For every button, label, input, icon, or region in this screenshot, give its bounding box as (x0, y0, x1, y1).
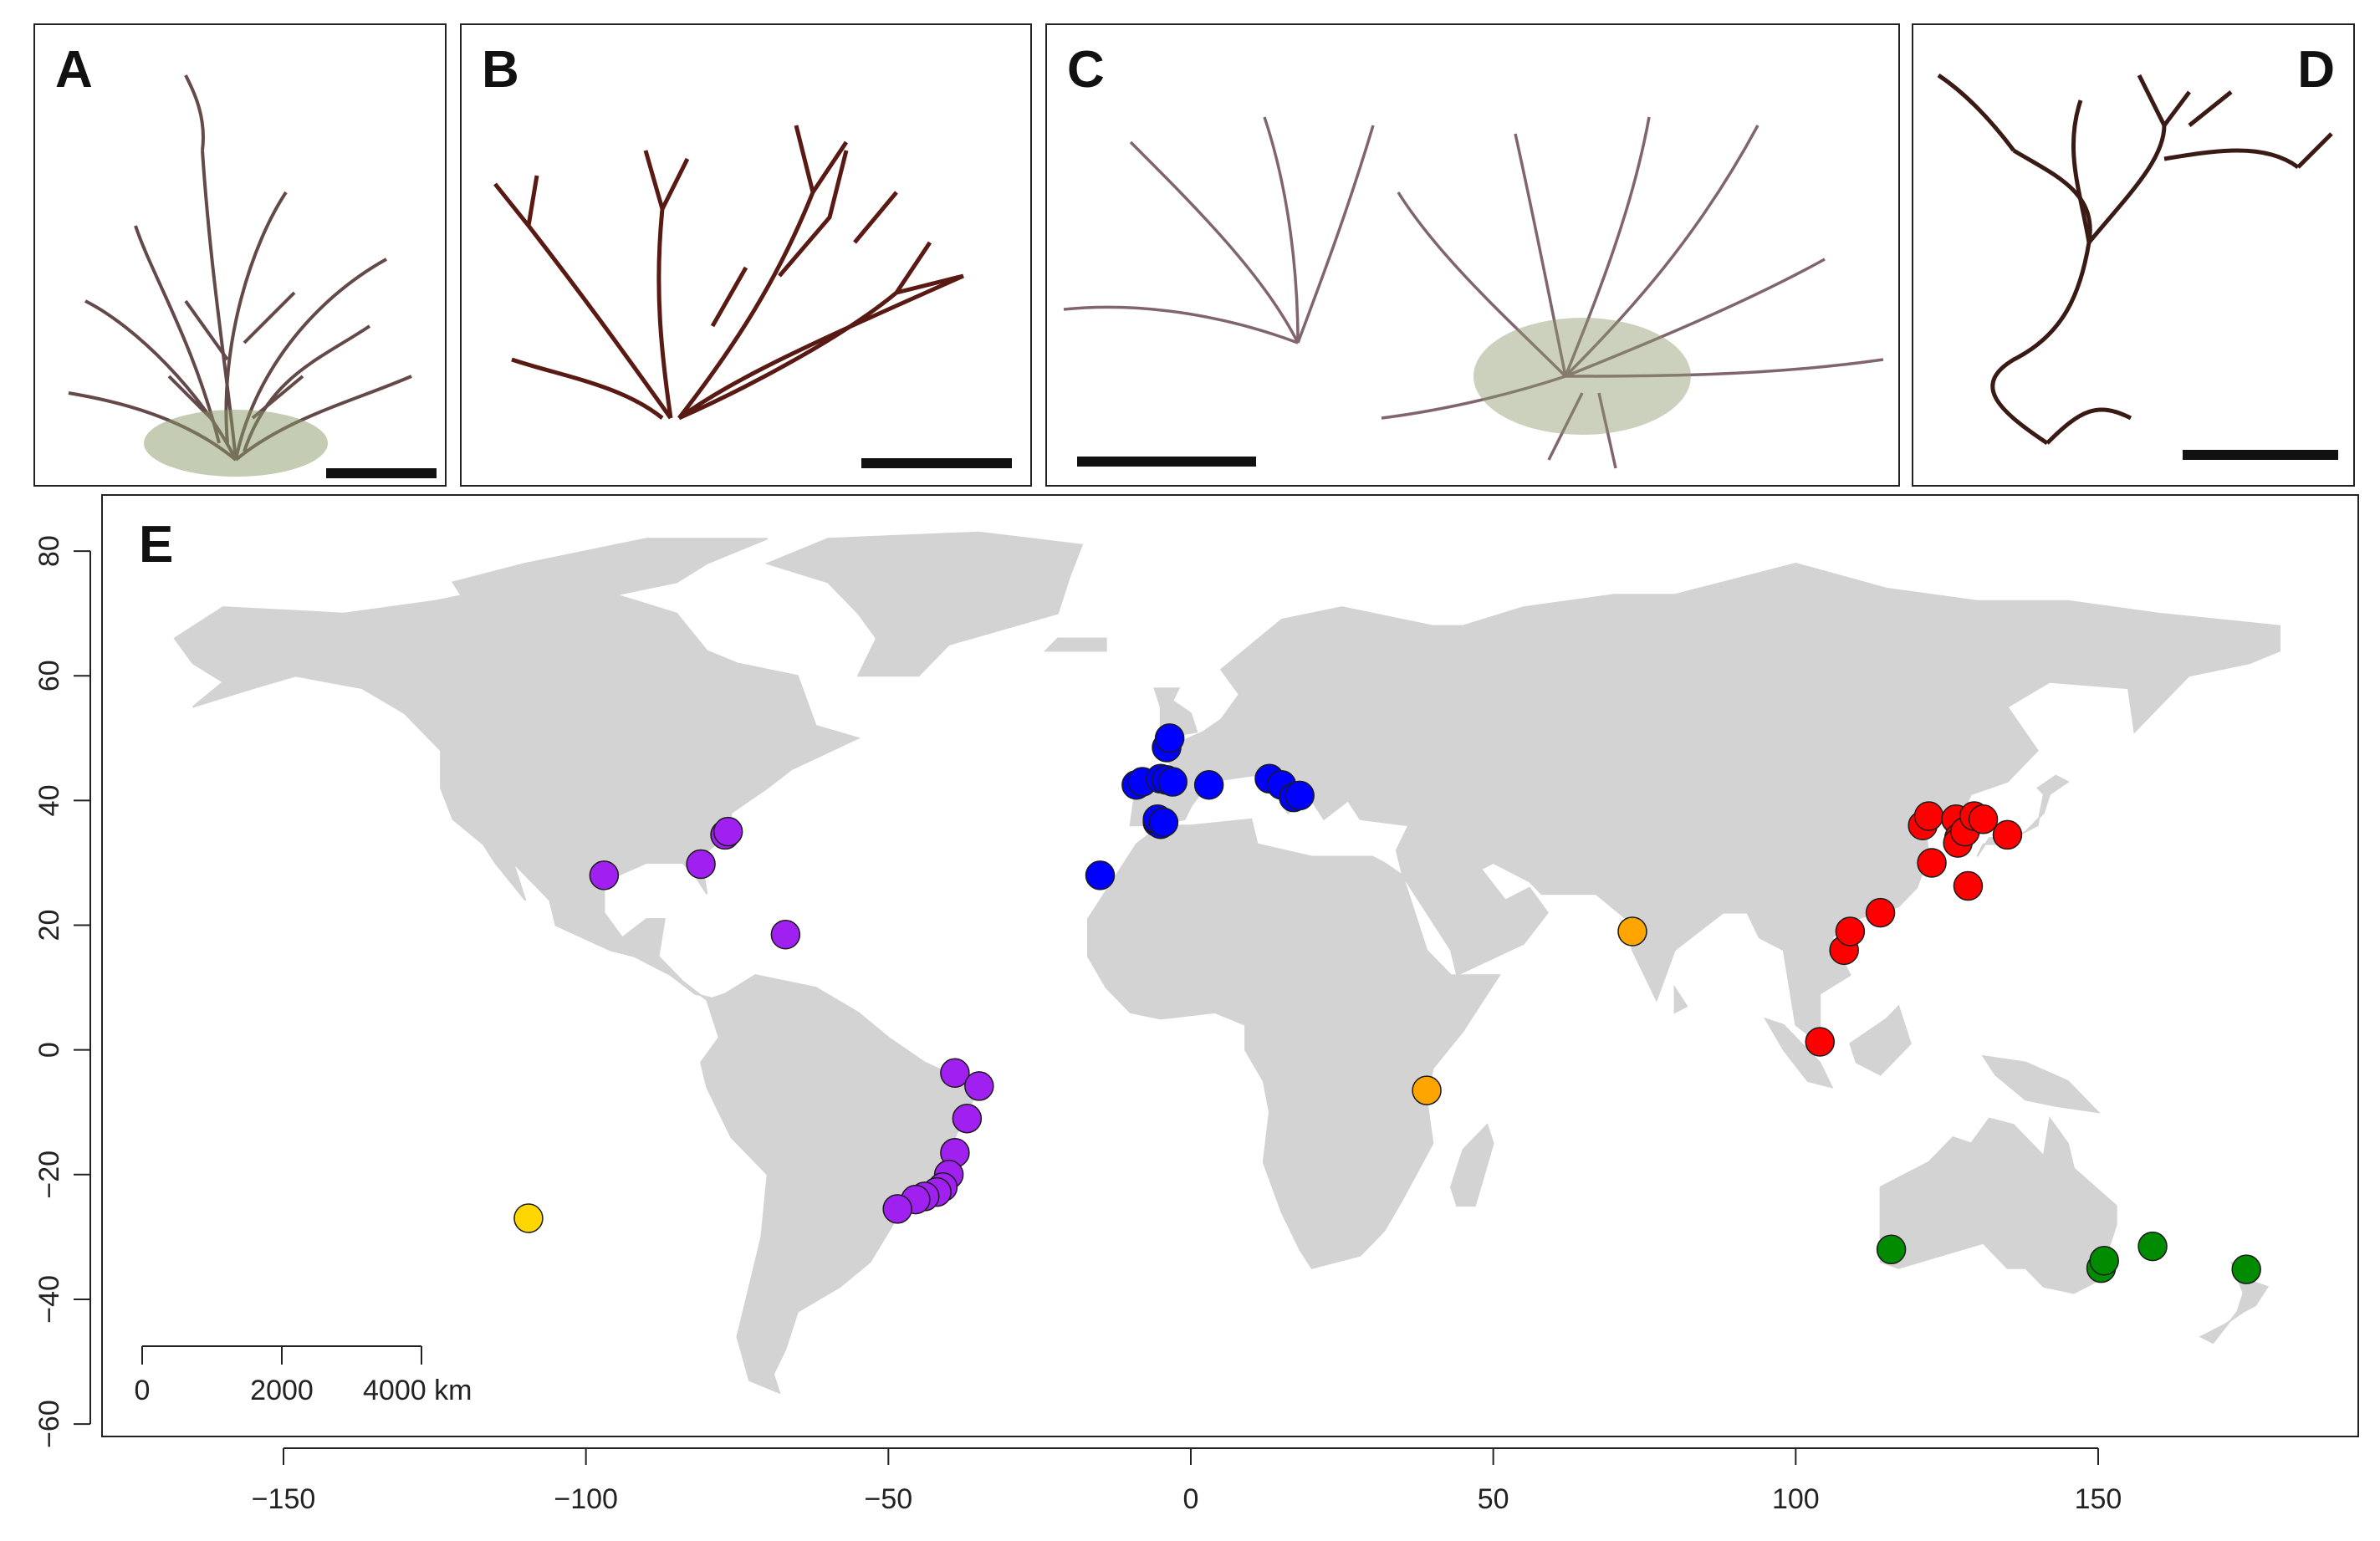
panel-label: B (482, 41, 519, 99)
sample-point (2137, 1231, 2168, 1262)
sample-point (1917, 848, 1947, 878)
x-tick-label: 0 (1183, 1483, 1199, 1515)
sample-points (513, 723, 2261, 1284)
sample-point (1805, 1027, 1835, 1057)
sample-point (686, 849, 716, 880)
sample-point (1992, 819, 2023, 850)
sample-point (1953, 870, 1984, 901)
scale-bar (326, 468, 437, 478)
sample-point (1193, 769, 1224, 800)
sample-point (513, 1203, 544, 1233)
canadian-arctic-landmass (451, 538, 769, 602)
sample-point (1913, 801, 1944, 831)
land-masses (173, 531, 2280, 1395)
sample-point (1157, 767, 1188, 797)
y-tick-label: −40 (33, 1275, 65, 1324)
new-guinea-landmass (1981, 1054, 2101, 1114)
panel-label: C (1067, 41, 1105, 99)
sample-point (1085, 860, 1116, 890)
scale-bar-label: 2000 (250, 1375, 314, 1406)
sample-point (712, 816, 743, 847)
x-axis: −150 −100 −50 0 50 100 150 (252, 1447, 2122, 1515)
y-tick-label: −20 (33, 1151, 65, 1199)
sample-point (964, 1071, 994, 1101)
borneo-landmass (1849, 1004, 1912, 1076)
sample-point (1412, 1075, 1442, 1105)
scale-bar-label: 0 (135, 1375, 151, 1406)
seaweed-specimen-image (1063, 116, 1884, 469)
panel-b: B (460, 23, 1032, 487)
y-tick-label: 80 (33, 535, 65, 567)
y-tick-label: 60 (33, 660, 65, 691)
sample-point (770, 919, 801, 950)
sample-point (940, 1058, 970, 1089)
scale-bar-label: 4000 km (363, 1375, 472, 1406)
sri-lanka-landmass (1673, 984, 1688, 1014)
greenland-landmass (764, 531, 1084, 677)
sample-point (1617, 916, 1647, 947)
x-tick-label: −50 (864, 1483, 912, 1515)
scale-bar (2183, 450, 2338, 460)
y-tick-label: 40 (33, 784, 65, 816)
scale-bar (861, 458, 1012, 468)
sample-point (1148, 807, 1179, 838)
map-scale-bar: 0 2000 4000 km (135, 1345, 472, 1406)
sample-point (2231, 1254, 2261, 1284)
x-tick-label: −100 (554, 1483, 618, 1515)
x-tick-label: 50 (1478, 1483, 1509, 1515)
seaweed-specimen-image (493, 125, 965, 421)
sample-point (1876, 1234, 1907, 1265)
sample-point (589, 860, 620, 890)
iceland-landmass (1044, 637, 1107, 652)
sample-point (1968, 804, 1999, 834)
panel-a: A (33, 23, 447, 487)
seaweed-specimen-image (68, 74, 412, 477)
scale-bar (1077, 457, 1256, 467)
y-tick-label: 0 (33, 1042, 65, 1058)
sample-point (1865, 897, 1896, 928)
sample-point (882, 1194, 912, 1224)
panel-c: C (1045, 23, 1900, 487)
madagascar-landmass (1449, 1123, 1494, 1207)
x-tick-label: −150 (252, 1483, 316, 1515)
seaweed-specimen-image (1937, 73, 2333, 446)
north-america-landmass (173, 581, 861, 1001)
panel-d: D (1912, 23, 2355, 487)
y-tick-label: −60 (33, 1400, 65, 1448)
panel-label: E (139, 516, 173, 574)
sample-point (2089, 1245, 2119, 1276)
south-america-landmass (700, 974, 981, 1395)
y-axis: 80 60 40 20 0 −20 −40 −60 (33, 535, 91, 1448)
sample-point (1154, 723, 1185, 753)
sample-point (952, 1103, 983, 1134)
sumatra-landmass (1763, 1017, 1834, 1089)
y-tick-label: 20 (33, 910, 65, 941)
panel-label: D (2297, 41, 2335, 99)
australia-landmass (1879, 1116, 2117, 1294)
sample-point (1835, 916, 1866, 947)
sample-point (1284, 780, 1315, 811)
x-tick-label: 150 (2075, 1483, 2122, 1515)
x-tick-label: 100 (1772, 1483, 1820, 1515)
panel-label: A (55, 41, 93, 99)
eurasia-landmass (1129, 562, 2280, 1046)
